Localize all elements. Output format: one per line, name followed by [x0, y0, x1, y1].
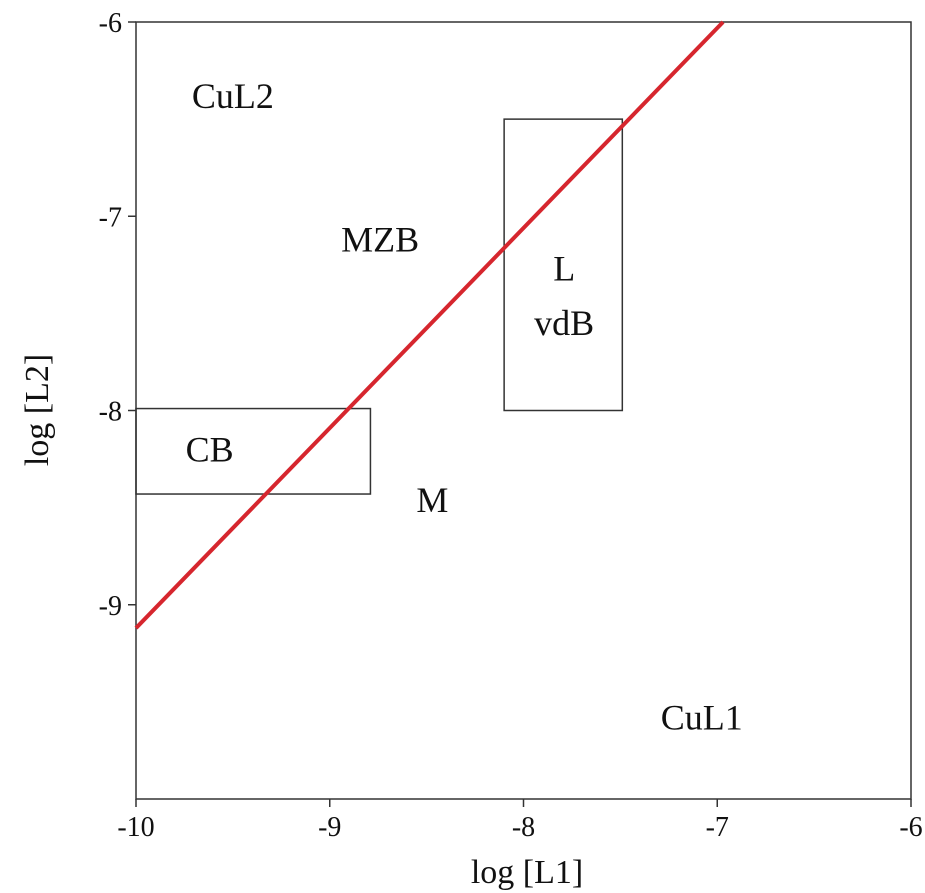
y-tick-label: -8	[99, 397, 122, 428]
annotation-mzb: MZB	[341, 220, 419, 260]
x-axis-title: log [L1]	[471, 854, 583, 891]
x-tick-label: -9	[318, 812, 341, 843]
series-line-0	[134, 20, 725, 630]
annotation-m: M	[416, 480, 448, 520]
x-tick-label: -7	[706, 812, 729, 843]
x-tick-label: -8	[512, 812, 535, 843]
region-box-1	[503, 118, 624, 412]
annotation-cb: CB	[186, 429, 234, 469]
y-tick-label: -6	[99, 8, 122, 39]
annotation-cul2: CuL2	[192, 76, 274, 116]
annotation-l: L	[553, 249, 575, 289]
series-lines	[134, 20, 725, 630]
x-tick-label: -6	[899, 812, 922, 843]
annotation-cul1: CuL1	[661, 697, 743, 737]
x-tick-label: -10	[117, 812, 154, 843]
y-axis-ticks: -6 -7 -8 -9	[99, 8, 136, 622]
x-axis-ticks: -10 -9 -8 -7 -6	[117, 799, 923, 843]
y-axis-title: log [L2]	[19, 354, 56, 466]
region-box-0	[135, 407, 372, 495]
region-boxes	[135, 118, 624, 495]
annotation-vdb: vdB	[534, 303, 594, 343]
y-tick-label: -9	[99, 591, 122, 622]
y-tick-label: -7	[99, 202, 122, 233]
